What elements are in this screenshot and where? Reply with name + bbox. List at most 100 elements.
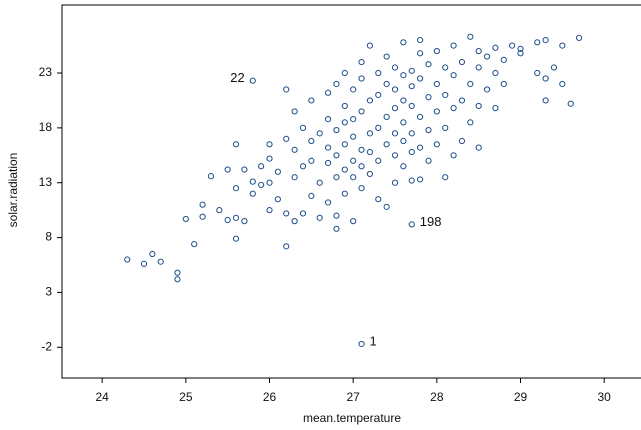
point (366, 170, 374, 178)
point (408, 177, 415, 184)
x-tick-label: 25 (179, 390, 193, 404)
point (467, 119, 474, 126)
point (324, 89, 332, 96)
point (417, 37, 424, 44)
point (400, 97, 407, 104)
point (433, 141, 440, 148)
point (232, 185, 240, 192)
point (450, 72, 457, 79)
point (358, 75, 365, 82)
x-tick-label: 30 (598, 390, 612, 404)
point (408, 83, 415, 90)
point (358, 340, 365, 348)
point (391, 179, 399, 186)
point (559, 42, 566, 49)
point (308, 97, 315, 104)
point (391, 105, 399, 112)
y-tick-label: 23 (39, 65, 53, 79)
point (283, 210, 290, 217)
point (442, 124, 449, 131)
point (299, 210, 307, 217)
point (291, 108, 298, 115)
point (333, 80, 340, 88)
point (124, 256, 131, 263)
point (442, 174, 449, 181)
point (375, 91, 382, 99)
y-tick-label: -2 (41, 339, 52, 353)
point (417, 113, 424, 121)
point (383, 113, 390, 121)
point (500, 56, 507, 63)
point (316, 130, 323, 137)
point (308, 137, 315, 145)
point (274, 168, 281, 175)
point (191, 241, 198, 248)
point (182, 215, 189, 223)
point-annotation: 198 (420, 214, 442, 229)
point (559, 80, 566, 88)
point (391, 86, 399, 93)
point (366, 148, 374, 156)
point (492, 69, 499, 77)
x-tick-label: 27 (346, 390, 360, 404)
point (391, 130, 399, 137)
point (350, 86, 357, 93)
point-annotation: 1 (370, 333, 377, 348)
point (400, 39, 407, 46)
point (174, 269, 181, 276)
point (341, 69, 348, 77)
point (350, 157, 357, 164)
point (400, 137, 407, 145)
point (400, 72, 407, 79)
point (450, 42, 457, 49)
point (266, 207, 273, 214)
point (358, 163, 365, 170)
point (249, 178, 256, 185)
point (299, 124, 307, 131)
point (366, 97, 374, 104)
point (433, 47, 440, 55)
point (157, 258, 164, 265)
point (258, 181, 265, 189)
point (575, 34, 583, 42)
point (475, 102, 482, 110)
point (224, 166, 231, 173)
point (492, 44, 499, 51)
point (358, 146, 365, 153)
point (199, 213, 206, 220)
point (324, 144, 332, 151)
point (417, 50, 424, 57)
point (316, 179, 323, 186)
y-axis-label: solar.radiation (6, 153, 20, 228)
point (400, 163, 407, 170)
point (358, 58, 365, 66)
point (425, 157, 432, 164)
point-annotation: 22 (230, 70, 244, 85)
point (266, 141, 273, 148)
point (534, 39, 541, 46)
y-tick-label: 18 (39, 120, 53, 134)
y-tick-label: 8 (45, 230, 52, 244)
point (408, 102, 415, 110)
point (224, 216, 231, 224)
point (241, 166, 248, 173)
point (542, 75, 549, 82)
point (358, 185, 365, 192)
x-axis-label: mean.temperature (303, 411, 401, 425)
point (475, 144, 482, 151)
point (458, 97, 466, 104)
point (232, 235, 240, 242)
point (149, 250, 156, 258)
point (316, 214, 323, 221)
y-tick-label: 3 (45, 285, 52, 299)
point (249, 190, 256, 197)
point (475, 64, 482, 71)
point (199, 201, 206, 208)
point (375, 196, 382, 203)
point (358, 108, 365, 115)
point (417, 144, 424, 151)
point (467, 33, 474, 40)
point (509, 42, 516, 49)
point (341, 119, 348, 126)
point (375, 157, 382, 164)
